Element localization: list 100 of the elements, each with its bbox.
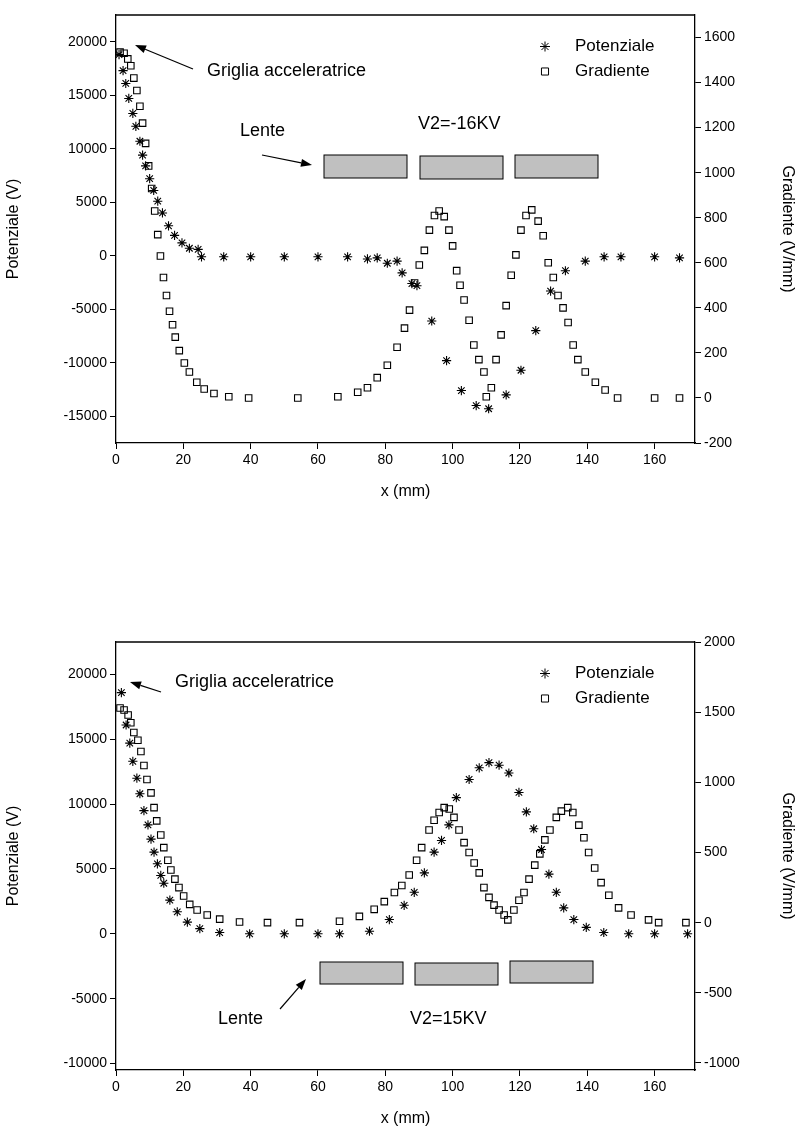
point (528, 823, 539, 834)
y-tick-label: 15000 (68, 730, 108, 747)
point (245, 251, 256, 262)
point (426, 315, 437, 327)
y2-tick-label: 1000 (704, 773, 736, 790)
x-tick-label: 0 (112, 451, 121, 468)
point (157, 207, 168, 219)
point (362, 253, 373, 265)
point (312, 251, 324, 262)
point (536, 844, 547, 855)
x-tick-label: 140 (575, 1078, 600, 1095)
y2-tick-label: 400 (704, 298, 728, 315)
point (214, 927, 225, 938)
annotation: V2=15KV (410, 1007, 487, 1028)
point (543, 869, 555, 880)
x-axis-title: x (mm) (380, 1108, 431, 1126)
point (140, 160, 151, 172)
y-axis-title: Potenziale (V) (4, 178, 22, 280)
point (682, 928, 693, 939)
point (493, 760, 505, 771)
x-tick-label: 100 (440, 451, 465, 468)
point (411, 280, 423, 291)
point (474, 762, 485, 773)
point (127, 756, 138, 767)
point (436, 835, 447, 846)
point (184, 243, 195, 254)
point (152, 858, 163, 869)
point (130, 121, 142, 132)
y2-tick-label: 0 (704, 913, 712, 930)
point (428, 846, 440, 858)
point (155, 870, 166, 881)
x-tick-label: 120 (508, 451, 532, 468)
point (521, 806, 532, 818)
y2-axis-title: Gradiente (V/mm) (779, 165, 797, 293)
point (419, 867, 430, 879)
point (513, 787, 525, 798)
point (623, 928, 634, 939)
point (120, 719, 132, 731)
point (163, 220, 174, 231)
point (649, 928, 660, 939)
x-axis-title: x (mm) (380, 481, 431, 499)
point (127, 108, 138, 119)
y-tick-label: 15000 (68, 86, 108, 103)
point (456, 385, 467, 396)
y2-tick-label: 1500 (704, 703, 736, 720)
point (471, 400, 482, 411)
y2-tick-label: -1000 (704, 1053, 741, 1070)
legend-label: Gradiente (575, 688, 650, 708)
x-tick-label: 140 (575, 451, 600, 468)
point (244, 928, 255, 939)
point (123, 93, 134, 104)
point (372, 252, 383, 264)
y-tick-label: -10000 (63, 353, 108, 370)
point (391, 255, 403, 267)
point (551, 887, 562, 898)
point (443, 819, 455, 831)
y-tick-label: 20000 (68, 32, 108, 49)
y2-tick-label: 0 (704, 388, 712, 405)
point (463, 774, 475, 785)
y2-tick-label: 1400 (704, 73, 736, 90)
x-tick-label: 0 (112, 1078, 121, 1095)
x-tick-label: 20 (175, 451, 192, 468)
point (406, 278, 418, 289)
point (124, 738, 135, 749)
y2-tick-label: 600 (704, 253, 728, 270)
point (483, 757, 495, 768)
y-axis-title: Potenziale (V) (4, 805, 22, 907)
x-tick-label: 80 (377, 451, 394, 468)
point (501, 389, 512, 400)
point (409, 887, 420, 898)
point (145, 833, 157, 845)
point (649, 251, 660, 262)
point (580, 255, 591, 267)
point (176, 237, 188, 249)
point (148, 185, 159, 196)
point (137, 150, 148, 161)
y2-axis-title: Gradiente (V/mm) (779, 792, 797, 920)
point (169, 230, 180, 241)
point (164, 894, 176, 906)
point (396, 267, 408, 279)
point (196, 251, 207, 262)
x-tick-label: 60 (310, 451, 326, 468)
point (560, 265, 571, 276)
point (134, 788, 146, 799)
y-tick-label: 5000 (75, 193, 108, 210)
point (568, 914, 579, 925)
y-tick-label: 0 (99, 246, 108, 263)
point (312, 928, 324, 939)
point (138, 805, 150, 816)
point (451, 792, 462, 803)
point (131, 773, 143, 784)
y2-tick-label: 500 (704, 843, 728, 860)
point (148, 846, 160, 858)
point (120, 78, 131, 89)
x-tick-label: 160 (642, 451, 667, 468)
y2-tick-label: 200 (704, 343, 728, 360)
y-tick-label: 5000 (75, 859, 108, 876)
point (342, 251, 353, 262)
y-tick-label: 0 (99, 924, 108, 941)
y-tick-label: -10000 (63, 1054, 108, 1071)
